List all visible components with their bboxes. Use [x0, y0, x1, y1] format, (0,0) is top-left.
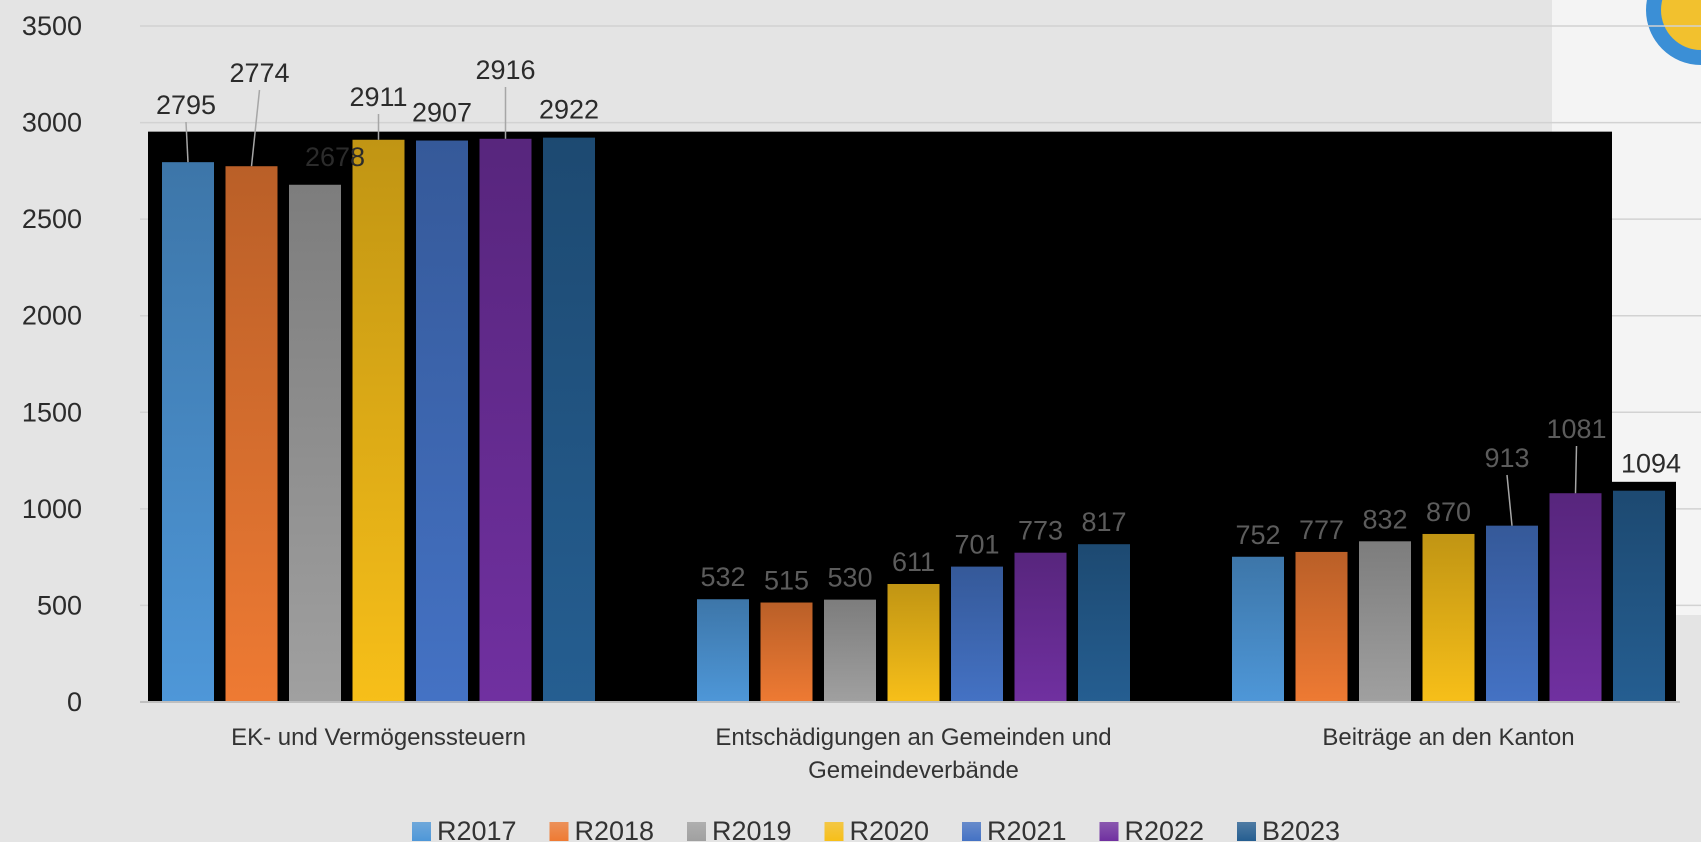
data-label: 2911 — [349, 82, 407, 112]
bar — [1613, 490, 1665, 702]
legend-swatch — [1237, 822, 1256, 841]
legend-swatch — [412, 822, 431, 841]
bar — [1232, 556, 1284, 702]
data-label: 532 — [700, 562, 745, 592]
data-label: 2922 — [539, 95, 599, 125]
bar — [1014, 552, 1067, 702]
leader-line — [1506, 474, 1513, 526]
data-label: 832 — [1362, 504, 1407, 534]
bar — [824, 599, 876, 702]
y-tick-label: 3500 — [22, 11, 82, 41]
data-label: 611 — [892, 547, 935, 577]
data-label: 530 — [827, 563, 872, 593]
legend-label: R2020 — [850, 816, 930, 842]
data-label: 2916 — [475, 55, 535, 85]
data-label: 817 — [1081, 507, 1126, 537]
leader-line — [185, 121, 189, 163]
legend-item: R2021 — [962, 816, 1067, 842]
y-axis: 0 500 1000 1500 2000 2500 3000 3500 — [22, 11, 82, 717]
data-label: 1081 — [1546, 414, 1606, 444]
bar — [416, 140, 468, 703]
legend-item: B2023 — [1237, 816, 1340, 842]
bar — [760, 602, 813, 702]
legend-item: R2022 — [1099, 816, 1205, 842]
y-tick-label: 2000 — [22, 301, 82, 331]
y-tick-label: 1500 — [22, 397, 82, 427]
data-label: 701 — [954, 530, 999, 560]
data-label: 1094 — [1621, 449, 1681, 479]
legend-swatch — [687, 822, 706, 841]
bar — [697, 599, 749, 702]
data-label: 913 — [1484, 443, 1529, 473]
leader-line — [1574, 445, 1578, 494]
bar — [1295, 551, 1348, 702]
bar — [543, 137, 595, 702]
legend-swatch — [1099, 822, 1119, 841]
bar — [951, 566, 1003, 702]
y-tick-label: 1000 — [22, 494, 82, 524]
data-label: 2678 — [305, 142, 365, 172]
bar — [225, 166, 278, 703]
y-tick-label: 2500 — [22, 204, 82, 234]
legend-item: R2019 — [687, 816, 792, 842]
legend-label: R2021 — [987, 816, 1067, 842]
bars — [162, 137, 1665, 703]
data-label: 2795 — [156, 90, 216, 120]
legend-label: R2022 — [1125, 816, 1205, 842]
legend-swatch — [549, 822, 569, 841]
legend-label: B2023 — [1262, 816, 1340, 842]
legend-item: R2020 — [824, 816, 930, 842]
bar — [479, 138, 532, 703]
x-category-label: Beiträge an den Kanton — [1322, 724, 1574, 751]
x-axis: EK- und Vermögenssteuern Entschädigungen … — [140, 701, 1680, 784]
bar — [162, 162, 214, 702]
bar — [887, 583, 940, 702]
legend-label: R2017 — [437, 816, 517, 842]
data-label: 515 — [764, 566, 809, 596]
data-label: 777 — [1299, 515, 1344, 545]
bar — [1422, 533, 1475, 702]
bar — [1359, 541, 1411, 702]
data-label: 773 — [1018, 516, 1063, 546]
x-category-label: EK- und Vermögenssteuern — [231, 724, 526, 751]
bar — [289, 184, 341, 702]
data-label: 752 — [1235, 520, 1280, 550]
y-tick-label: 0 — [67, 687, 82, 717]
legend-label: R2019 — [712, 816, 792, 842]
bar — [352, 139, 405, 703]
bar — [1486, 525, 1538, 702]
legend: R2017 R2018 R2019 R2020 R2021 R2022 B2023 — [412, 816, 1340, 842]
bar — [1549, 493, 1602, 702]
y-tick-label: 3000 — [22, 108, 82, 138]
legend-swatch — [962, 822, 981, 841]
data-label: 870 — [1426, 497, 1471, 527]
data-label: 2907 — [412, 98, 472, 128]
y-tick-label: 500 — [37, 590, 82, 620]
data-label: 2774 — [229, 58, 289, 88]
x-category-label: Entschädigungen an Gemeinden und Gemeinde… — [715, 724, 1111, 784]
legend-item: R2017 — [412, 816, 517, 842]
legend-label: R2018 — [575, 816, 655, 842]
bar — [1078, 544, 1130, 702]
leader-line — [250, 89, 261, 167]
legend-swatch — [824, 822, 844, 841]
legend-item: R2018 — [549, 816, 655, 842]
